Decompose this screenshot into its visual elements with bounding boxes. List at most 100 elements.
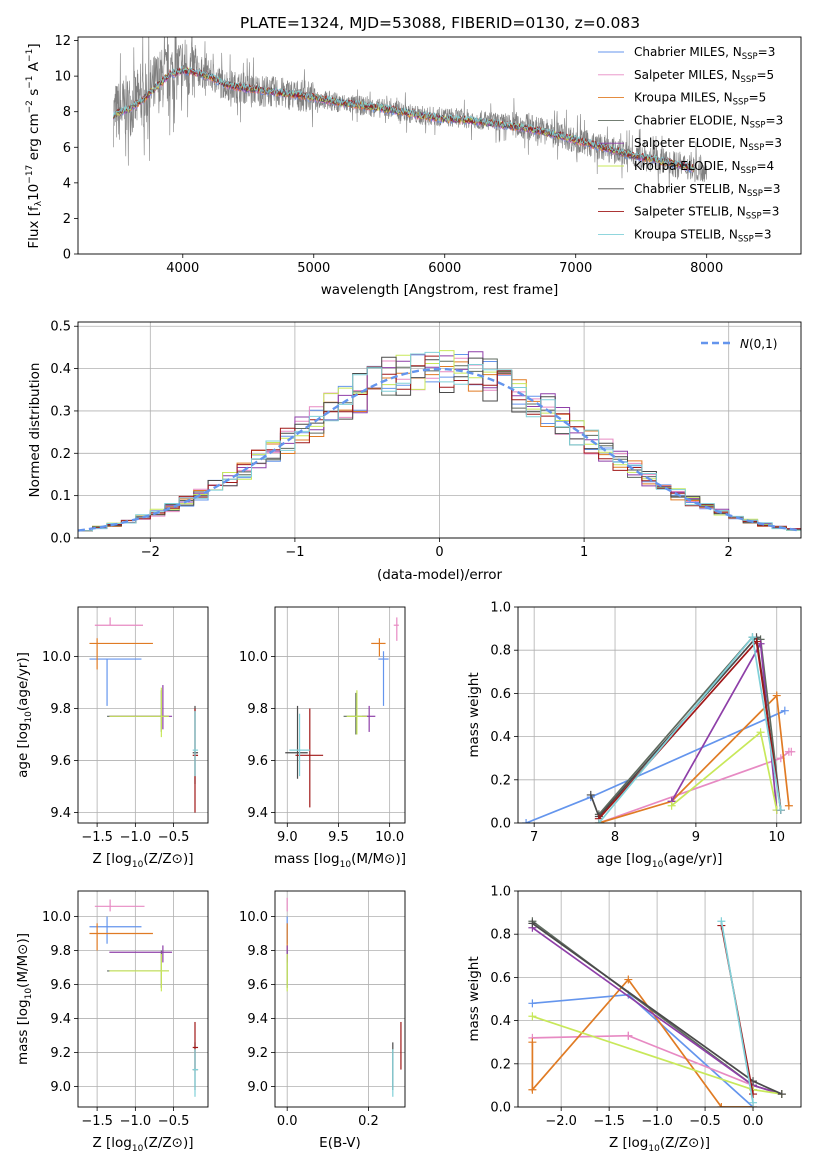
tick-group: −2 −1 0 1 2 0.0 0.1 0.2 0.3 0.4 0.5 <box>50 320 733 560</box>
series-marker <box>717 917 726 926</box>
x-tick-label: −2.0 <box>545 1114 577 1129</box>
normal-reference-curve <box>78 367 801 532</box>
y-tick-label: 0.0 <box>490 817 511 832</box>
legend-entry: Chabrier STELIB, NSSP=3 <box>634 182 781 199</box>
series-marker <box>749 1098 758 1107</box>
legend-entry: Kroupa STELIB, NSSP=3 <box>634 227 772 244</box>
series-line <box>720 921 754 1103</box>
y-tick-label: 0.0 <box>50 532 71 547</box>
errorbar-point-m6 <box>346 690 368 735</box>
y-tick-label: 0.6 <box>490 687 511 702</box>
series-marker <box>528 1085 537 1094</box>
series-m1 <box>528 990 758 1107</box>
grid-lines <box>275 607 405 823</box>
grid-lines <box>275 891 405 1107</box>
y-axis-label: mass [log10(M/M⊙)] <box>15 933 34 1065</box>
errorbar-point-m2 <box>94 617 143 626</box>
x-tick-label: −1.5 <box>81 1114 113 1129</box>
y-axis-label: Normed distribution <box>27 363 43 498</box>
y-tick-label: 9.8 <box>247 702 268 717</box>
series-marker <box>756 728 765 737</box>
series-m6 <box>667 728 781 815</box>
errorbar-point-m1 <box>378 651 389 706</box>
y-tick-label: 9.8 <box>50 944 71 959</box>
series-marker <box>624 1031 633 1040</box>
errorbar-point-m9 <box>192 711 199 777</box>
panel-mass-weight-vs-age: 7 8 9 10 0.0 0.2 0.4 0.6 0.8 1.0 <box>490 601 802 845</box>
series-marker <box>528 1012 537 1021</box>
series-marker <box>586 790 595 799</box>
y-tick-label: 10.0 <box>239 650 268 665</box>
errorbar-point-m4 <box>107 950 169 988</box>
errorbar-point-m4 <box>107 690 169 732</box>
x-tick-label: 1 <box>580 545 588 560</box>
y-tick-label: 9.6 <box>247 754 268 769</box>
y-tick-label: 9.4 <box>50 806 71 821</box>
y-tick-label: 0.8 <box>490 928 511 943</box>
x-axis-label: E(B-V) <box>319 1135 361 1151</box>
y-tick-label: 0.2 <box>490 773 511 788</box>
series-line <box>598 635 782 823</box>
y-tick-label: 0.4 <box>490 1014 511 1029</box>
legend: N(0,1) <box>701 337 777 351</box>
y-axis-label: age [log10(age/yr)] <box>15 652 34 778</box>
y-tick-label: 9.4 <box>50 1012 71 1027</box>
x-axis-label: (data-model)/error <box>377 567 503 583</box>
errorbar-point-m3 <box>89 638 153 670</box>
x-tick-label: 7000 <box>559 261 592 276</box>
x-axis-label: mass [log10(M/M⊙)] <box>274 851 406 870</box>
x-axis-label: Z [log10(Z/Z⊙)] <box>92 1135 193 1154</box>
errorbar-point-m4 <box>343 692 369 735</box>
errorbar-point-m3 <box>89 923 153 951</box>
y-tick-label: 0.6 <box>490 971 511 986</box>
panel-mass-weight-vs-Z: −2.0 −1.5 −1.0 −0.5 0.0 0.0 0.2 0.4 0.6 0.8 1.0 <box>490 885 802 1130</box>
x-tick-label: 5000 <box>297 261 330 276</box>
x-tick-label: −1.0 <box>120 830 152 845</box>
x-tick-label: 0.0 <box>743 1114 764 1129</box>
y-tick-label: 0.8 <box>490 644 511 659</box>
errorbar-point-m7 <box>285 705 308 779</box>
y-tick-label: 10.0 <box>239 910 268 925</box>
series-m3 <box>528 975 758 1107</box>
legend-entry: Kroupa MILES, NSSP=5 <box>634 91 766 108</box>
x-tick-label: 9.0 <box>277 830 298 845</box>
plot-area <box>522 633 796 823</box>
y-axis-label: mass weight <box>466 956 482 1041</box>
y-tick-label: 0.2 <box>50 447 71 462</box>
y-tick-label: 0 <box>63 248 71 263</box>
histogram-m9 <box>78 351 801 532</box>
panel-residual-histogram: −2 −1 0 1 2 0.0 0.1 0.2 0.3 0.4 0.5 N(0,1) <box>50 320 802 560</box>
tick-group: −1.5 −1.0 −0.5 9.0 9.2 9.4 9.6 9.8 10.0 <box>42 910 189 1129</box>
series-marker <box>787 747 796 756</box>
x-tick-label: −0.5 <box>158 830 190 845</box>
x-tick-label: 2 <box>725 545 733 560</box>
y-tick-label: 9.2 <box>247 1046 268 1061</box>
series-marker <box>528 999 537 1008</box>
y-tick-label: 0.4 <box>50 362 71 377</box>
panel-age-vs-mass: 9.0 9.5 10.0 9.4 9.6 9.8 10.0 <box>239 606 406 845</box>
tick-group: −2.0 −1.5 −1.0 −0.5 0.0 0.0 0.2 0.4 0.6 0.8 1.0 <box>490 885 763 1130</box>
legend-entry: Kroupa ELODIE, NSSP=4 <box>634 159 774 176</box>
y-tick-label: 9.0 <box>247 1080 268 1095</box>
x-tick-label: 8000 <box>690 261 723 276</box>
series-marker <box>780 706 789 715</box>
legend-entry: Chabrier ELODIE, NSSP=3 <box>634 113 783 130</box>
x-axis-label: wavelength [Angstrom, rest frame] <box>321 282 559 298</box>
y-tick-label: 1.0 <box>490 885 511 900</box>
x-tick-label: 0.2 <box>358 1114 379 1129</box>
tick-group: 4000 5000 6000 7000 8000 0 2 4 6 8 10 12 <box>54 34 723 276</box>
x-tick-label: 9.5 <box>328 830 349 845</box>
y-tick-label: 10 <box>54 70 71 85</box>
x-tick-label: 6000 <box>428 261 461 276</box>
x-tick-label: 4000 <box>166 261 199 276</box>
x-tick-label: −1.0 <box>641 1114 673 1129</box>
x-tick-label: 0 <box>435 545 443 560</box>
tick-group: 9.0 9.5 10.0 9.4 9.6 9.8 10.0 <box>239 650 404 845</box>
series-marker <box>528 919 537 928</box>
errorbar-point-m6 <box>109 687 169 738</box>
errorbar-point-m1 <box>89 658 142 706</box>
x-tick-label: −1.0 <box>120 1114 152 1129</box>
y-tick-label: 9.8 <box>247 944 268 959</box>
y-tick-label: 10.0 <box>42 650 71 665</box>
